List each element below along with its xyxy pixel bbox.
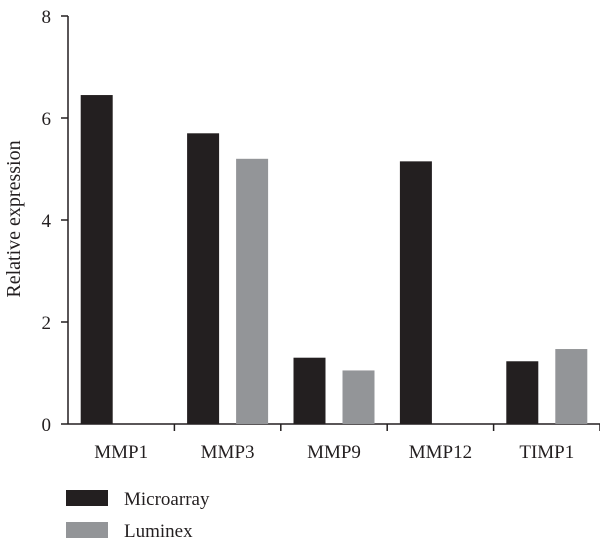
bar-luminex-mmp9 <box>342 370 375 424</box>
bar-microarray-mmp12 <box>399 161 432 424</box>
legend-swatch-microarray <box>66 490 108 506</box>
legend: Microarray Luminex <box>66 489 210 542</box>
bar-luminex-mmp3 <box>236 158 269 425</box>
bar-microarray-mmp3 <box>187 133 220 425</box>
y-tick-label: 8 <box>42 7 52 28</box>
y-tick-label: 0 <box>42 415 52 436</box>
y-tick-label: 4 <box>42 211 52 232</box>
y-axis-title: Relative expression <box>3 140 25 297</box>
x-tick-label: TIMP1 <box>519 442 574 463</box>
x-tick-label: MMP1 <box>94 442 148 463</box>
x-tick-label: MMP12 <box>409 442 472 463</box>
y-tick-label: 6 <box>42 109 52 130</box>
bar-microarray-timp1 <box>506 361 539 424</box>
x-tick-label: MMP3 <box>201 442 255 463</box>
y-tick-label: 2 <box>42 313 52 334</box>
legend-label-microarray: Microarray <box>124 489 210 510</box>
bar-luminex-timp1 <box>555 349 588 424</box>
legend-label-luminex: Luminex <box>124 521 193 542</box>
bar-microarray-mmp9 <box>293 357 326 424</box>
legend-swatch-luminex <box>66 522 108 538</box>
x-tick-label: MMP9 <box>307 442 361 463</box>
plot-area: 0 2 4 6 8 MMP1 MMP3 MMP9 MMP12 TIMP1 <box>42 7 600 463</box>
bar-microarray-mmp1 <box>80 95 113 425</box>
